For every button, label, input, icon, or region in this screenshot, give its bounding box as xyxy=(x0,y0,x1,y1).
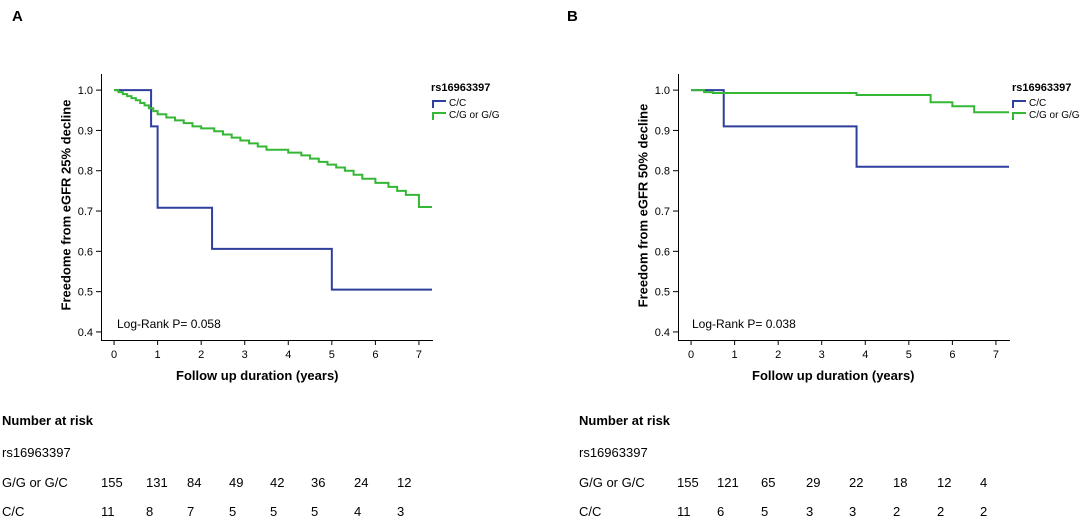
legend-label-cc-a: C/C xyxy=(449,98,467,109)
y-tick-label-a: 0.7 xyxy=(78,206,93,218)
risk-cell-b-r0-c7: 4 xyxy=(980,475,988,490)
y-tick-label-b: 0.9 xyxy=(655,125,670,137)
x-tick-label-b: 0 xyxy=(688,349,694,361)
risk-cell-a-r1-c6: 4 xyxy=(354,504,362,519)
risk-cell-b-r1-c0: 11 xyxy=(677,504,691,519)
x-tick-label-b: 6 xyxy=(949,349,955,361)
risk-table-title-a: Number at risk xyxy=(2,413,94,428)
risk-cell-b-r1-c4: 3 xyxy=(849,504,857,519)
risk-cell-b-r0-c6: 12 xyxy=(937,475,952,490)
y-tick-label-a: 0.4 xyxy=(78,327,93,339)
x-tick-label-a: 6 xyxy=(372,349,378,361)
legend-title-a: rs16963397 xyxy=(431,82,491,94)
survival-curve-cg-a xyxy=(114,89,432,208)
x-tick-label-a: 7 xyxy=(416,349,422,361)
x-tick-label-b: 1 xyxy=(732,349,738,361)
risk-cell-a-r0-c5: 36 xyxy=(311,475,326,490)
legend-label-cg-b: C/G or G/G xyxy=(1029,110,1080,121)
y-tick-label-b: 1.0 xyxy=(655,85,670,97)
plot-area-b xyxy=(678,74,1010,341)
risk-cell-a-r1-c4: 5 xyxy=(270,504,278,519)
panel-label-b: B xyxy=(567,8,578,25)
y-tick-label-b: 0.6 xyxy=(655,246,670,258)
annotation-logrank-a: Log-Rank P= 0.058 xyxy=(117,317,221,331)
x-tick-label-a: 0 xyxy=(111,349,117,361)
survival-curve-cc-b xyxy=(691,89,1009,168)
risk-cell-a-r0-c6: 24 xyxy=(354,475,369,490)
risk-table-group-label-b: rs16963397 xyxy=(579,445,648,460)
y-tick-label-a: 0.5 xyxy=(78,287,93,299)
risk-cell-b-r0-c3: 29 xyxy=(806,475,821,490)
x-tick-label-b: 3 xyxy=(819,349,825,361)
x-tick-label-a: 2 xyxy=(198,349,204,361)
risk-cell-b-r0-c2: 65 xyxy=(761,475,776,490)
risk-cell-b-r0-c0: 155 xyxy=(677,475,699,490)
risk-cell-b-r0-c5: 18 xyxy=(893,475,908,490)
risk-cell-a-r1-c7: 3 xyxy=(397,504,405,519)
x-tick-label-a: 3 xyxy=(242,349,248,361)
risk-cell-a-r1-c1: 8 xyxy=(146,504,154,519)
risk-cell-a-r1-c2: 7 xyxy=(187,504,195,519)
y-tick-label-b: 0.7 xyxy=(655,206,670,218)
risk-cell-b-r1-c7: 2 xyxy=(980,504,988,519)
legend-item-cg-b: C/G or G/G xyxy=(1012,110,1080,121)
risk-cell-a-r0-c0: 155 xyxy=(101,475,123,490)
risk-cell-b-r1-c1: 6 xyxy=(717,504,725,519)
risk-cell-a-r0-c3: 49 xyxy=(229,475,244,490)
panel-label-a: A xyxy=(12,8,23,25)
legend-title-b: rs16963397 xyxy=(1012,82,1072,94)
y-tick-label-a: 0.9 xyxy=(78,125,93,137)
x-tick-label-b: 7 xyxy=(993,349,999,361)
survival-curve-cc-a xyxy=(114,89,432,291)
risk-cell-b-r1-c6: 2 xyxy=(937,504,945,519)
survival-curve-cg-b xyxy=(691,89,1009,114)
y-tick-label-b: 0.5 xyxy=(655,287,670,299)
y-tick-label-a: 1.0 xyxy=(78,85,93,97)
risk-cell-a-r0-c4: 42 xyxy=(270,475,285,490)
legend-label-cc-b: C/C xyxy=(1029,98,1047,109)
risk-cell-a-r1-c5: 5 xyxy=(311,504,319,519)
risk-cell-a-r1-c0: 11 xyxy=(101,504,115,519)
risk-row-label-gg-b: G/G or G/C xyxy=(579,475,645,490)
y-tick-label-a: 0.6 xyxy=(78,246,93,258)
risk-row-label-gg-a: G/G or G/C xyxy=(2,475,68,490)
risk-row-label-cc-a: C/C xyxy=(2,504,25,519)
risk-cell-b-r0-c1: 121 xyxy=(717,475,739,490)
risk-cell-a-r0-c1: 131 xyxy=(146,475,168,490)
x-tick-label-b: 5 xyxy=(906,349,912,361)
annotation-logrank-b: Log-Rank P= 0.038 xyxy=(692,317,796,331)
risk-cell-b-r0-c4: 22 xyxy=(849,475,864,490)
risk-cell-b-r1-c3: 3 xyxy=(806,504,814,519)
risk-table-group-label-a: rs16963397 xyxy=(2,445,71,460)
plot-area-a xyxy=(101,74,433,341)
risk-table-title-b: Number at risk xyxy=(579,413,671,428)
x-tick-label-b: 2 xyxy=(775,349,781,361)
x-tick-label-a: 5 xyxy=(329,349,335,361)
y-tick-label-b: 0.8 xyxy=(655,166,670,178)
risk-cell-a-r0-c7: 12 xyxy=(397,475,412,490)
x-axis-label-a: Follow up duration (years) xyxy=(176,368,339,383)
risk-cell-a-r0-c2: 84 xyxy=(187,475,202,490)
risk-cell-b-r1-c2: 5 xyxy=(761,504,769,519)
legend-label-cg-a: C/G or G/G xyxy=(449,110,500,121)
x-tick-label-a: 4 xyxy=(285,349,291,361)
risk-row-label-cc-b: C/C xyxy=(579,504,602,519)
risk-cell-a-r1-c3: 5 xyxy=(229,504,237,519)
x-tick-label-a: 1 xyxy=(155,349,161,361)
legend-item-cc-b: C/C xyxy=(1012,98,1046,109)
y-tick-label-b: 0.4 xyxy=(655,327,670,339)
x-tick-label-b: 4 xyxy=(862,349,868,361)
x-axis-label-b: Follow up duration (years) xyxy=(752,368,915,383)
y-tick-label-a: 0.8 xyxy=(78,166,93,178)
legend-item-cc-a: C/C xyxy=(432,98,466,109)
legend-item-cg-a: C/G or G/G xyxy=(432,110,500,121)
risk-cell-b-r1-c5: 2 xyxy=(893,504,901,519)
